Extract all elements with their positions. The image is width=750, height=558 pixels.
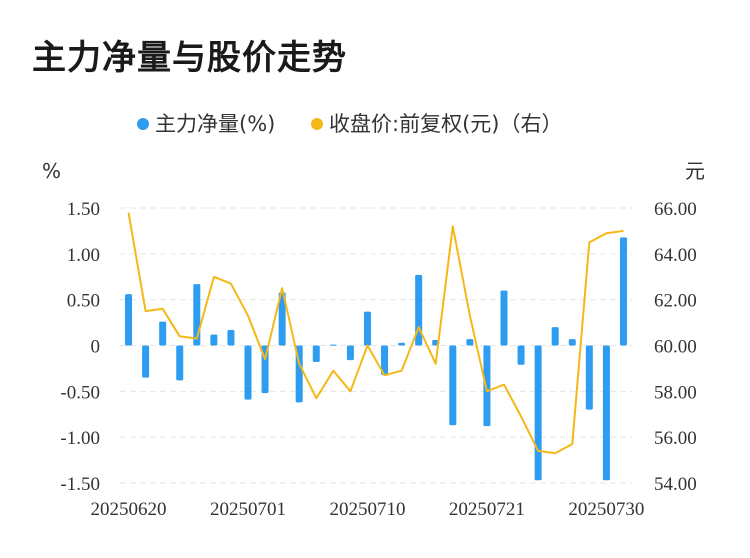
x-axis-ticks: 20250620 20250701 20250710 20250721 20250730 xyxy=(91,499,645,520)
legend-dot-close-price xyxy=(311,118,323,130)
left-tick-label: 0 xyxy=(91,337,101,358)
net-volume-bar xyxy=(312,345,320,362)
close-price-polyline xyxy=(127,212,624,455)
net-volume-bar xyxy=(568,339,576,346)
net-volume-bar xyxy=(210,334,218,346)
x-tick-label: 20250701 xyxy=(210,499,286,520)
net-volume-bar xyxy=(278,292,286,346)
net-volume-bar xyxy=(500,290,508,346)
net-volume-bar xyxy=(415,274,423,346)
right-axis-ticks: 66.00 64.00 62.00 60.00 58.00 56.00 54.00 xyxy=(654,199,697,495)
gridlines xyxy=(120,207,632,484)
left-tick-label: 1.50 xyxy=(67,199,100,220)
net-volume-bar xyxy=(585,345,593,410)
net-volume-bar xyxy=(534,345,542,481)
right-tick-label: 64.00 xyxy=(654,245,697,266)
net-volume-bar xyxy=(363,311,371,346)
net-volume-bar xyxy=(346,345,354,361)
net-volume-bar xyxy=(244,345,252,400)
right-tick-label: 58.00 xyxy=(654,382,697,403)
x-tick-label: 20250730 xyxy=(568,499,644,520)
chart-title: 主力净量与股价走势 xyxy=(32,38,347,78)
right-tick-label: 56.00 xyxy=(654,428,697,449)
left-tick-label: -1.50 xyxy=(60,474,100,495)
net-volume-bar xyxy=(398,342,406,346)
x-tick-label: 20250721 xyxy=(449,499,525,520)
net-volume-bar xyxy=(176,345,184,381)
net-volume-bar xyxy=(159,321,167,346)
legend-dot-net-volume xyxy=(137,118,149,130)
left-axis-unit: % xyxy=(42,159,61,183)
left-tick-label: 1.00 xyxy=(67,245,100,266)
right-tick-label: 60.00 xyxy=(654,337,697,358)
net-volume-bar xyxy=(381,345,389,375)
right-tick-label: 66.00 xyxy=(654,199,697,220)
right-tick-label: 54.00 xyxy=(654,474,697,495)
close-price-line xyxy=(127,212,624,455)
left-tick-label: -0.50 xyxy=(60,382,100,403)
net-volume-bars xyxy=(125,237,627,481)
net-volume-bar xyxy=(517,345,525,365)
net-volume-bar xyxy=(329,344,337,346)
net-volume-bar xyxy=(483,345,491,427)
net-volume-bar xyxy=(142,345,150,378)
left-tick-label: 0.50 xyxy=(67,291,100,312)
net-volume-bar xyxy=(619,237,627,346)
net-volume-bar xyxy=(466,339,474,346)
net-volume-bar xyxy=(602,345,610,481)
x-tick-label: 20250710 xyxy=(329,499,405,520)
net-volume-bar xyxy=(449,345,457,426)
legend-label-close-price: 收盘价:前复权(元)（右） xyxy=(329,112,562,136)
legend-label-net-volume: 主力净量(%) xyxy=(155,112,275,136)
net-volume-bar xyxy=(227,329,235,346)
left-axis-ticks: 1.50 1.00 0.50 0 -0.50 -1.00 -1.50 xyxy=(60,199,100,495)
right-axis-unit: 元 xyxy=(685,159,705,183)
x-tick-label: 20250620 xyxy=(91,499,167,520)
legend: 主力净量(%) 收盘价:前复权(元)（右） xyxy=(137,112,562,136)
right-tick-label: 62.00 xyxy=(654,291,697,312)
net-volume-bar xyxy=(125,294,133,346)
net-volume-bar xyxy=(551,327,559,346)
left-tick-label: -1.00 xyxy=(60,428,100,449)
